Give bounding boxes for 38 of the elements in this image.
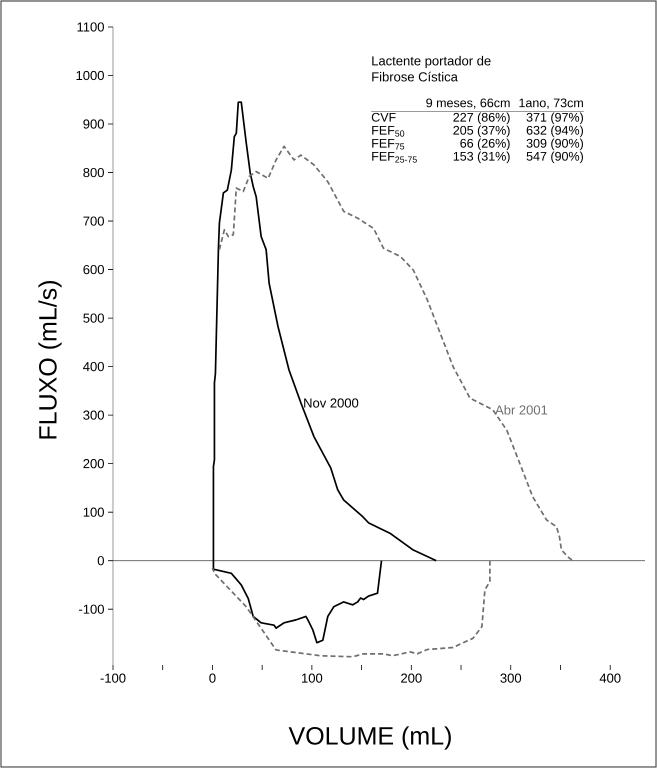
annotation: 153 (31%) bbox=[454, 152, 510, 164]
y-tick-label: 500 bbox=[83, 313, 104, 323]
annotation: FEF$_{75}$ bbox=[372, 138, 404, 150]
y-tick-label: 600 bbox=[83, 264, 104, 274]
y-axis-title: FLUXO (mL/s) bbox=[38, 281, 62, 439]
y-tick-label: -100 bbox=[79, 604, 104, 614]
x-tick-label: -100 bbox=[100, 674, 126, 683]
y-tick-label: 300 bbox=[83, 410, 104, 420]
series-label: Abr 2001 bbox=[495, 405, 548, 415]
annotation: 309 (90%) bbox=[526, 138, 583, 150]
annotation: 1ano, 73cm bbox=[519, 98, 583, 109]
annotation: 205 (37%) bbox=[453, 126, 510, 138]
y-tick-label: 0 bbox=[98, 556, 104, 566]
y-tick-label: 200 bbox=[83, 459, 104, 468]
x-tick-label: 400 bbox=[600, 674, 621, 683]
annotation: 547 (90%) bbox=[526, 152, 583, 164]
annotation: 9 meses, 66cm bbox=[426, 98, 510, 109]
annotation: CVF bbox=[372, 112, 396, 122]
x-tick-label: 200 bbox=[401, 674, 422, 683]
annotation: FEF$_{25-75}$ bbox=[372, 152, 417, 163]
annotation: 66 (26%) bbox=[460, 138, 510, 150]
annotation: 227 (86%) bbox=[453, 112, 510, 124]
y-tick-label: 1000 bbox=[76, 70, 104, 80]
y-tick-label: 400 bbox=[83, 362, 104, 372]
annotation: FEF$_{50}$ bbox=[372, 126, 404, 137]
x-tick-label: 100 bbox=[302, 674, 322, 683]
x-tick-label: 300 bbox=[500, 674, 522, 683]
annotation: 632 (94%) bbox=[526, 126, 583, 138]
annotation: Lactente portador de Fibrose Cística bbox=[372, 56, 491, 82]
x-tick-label: 0 bbox=[209, 674, 216, 683]
x-axis-title: VOLUME (mL) bbox=[288, 726, 451, 750]
y-tick-label: 700 bbox=[83, 216, 104, 226]
y-tick-label: 100 bbox=[84, 508, 104, 517]
annotation: 371 (97%) bbox=[526, 112, 583, 124]
y-tick-label: 1100 bbox=[78, 22, 104, 32]
y-tick-label: 900 bbox=[83, 119, 104, 129]
y-tick-label: 800 bbox=[83, 168, 104, 178]
series-label: Nov 2000 bbox=[304, 398, 358, 408]
